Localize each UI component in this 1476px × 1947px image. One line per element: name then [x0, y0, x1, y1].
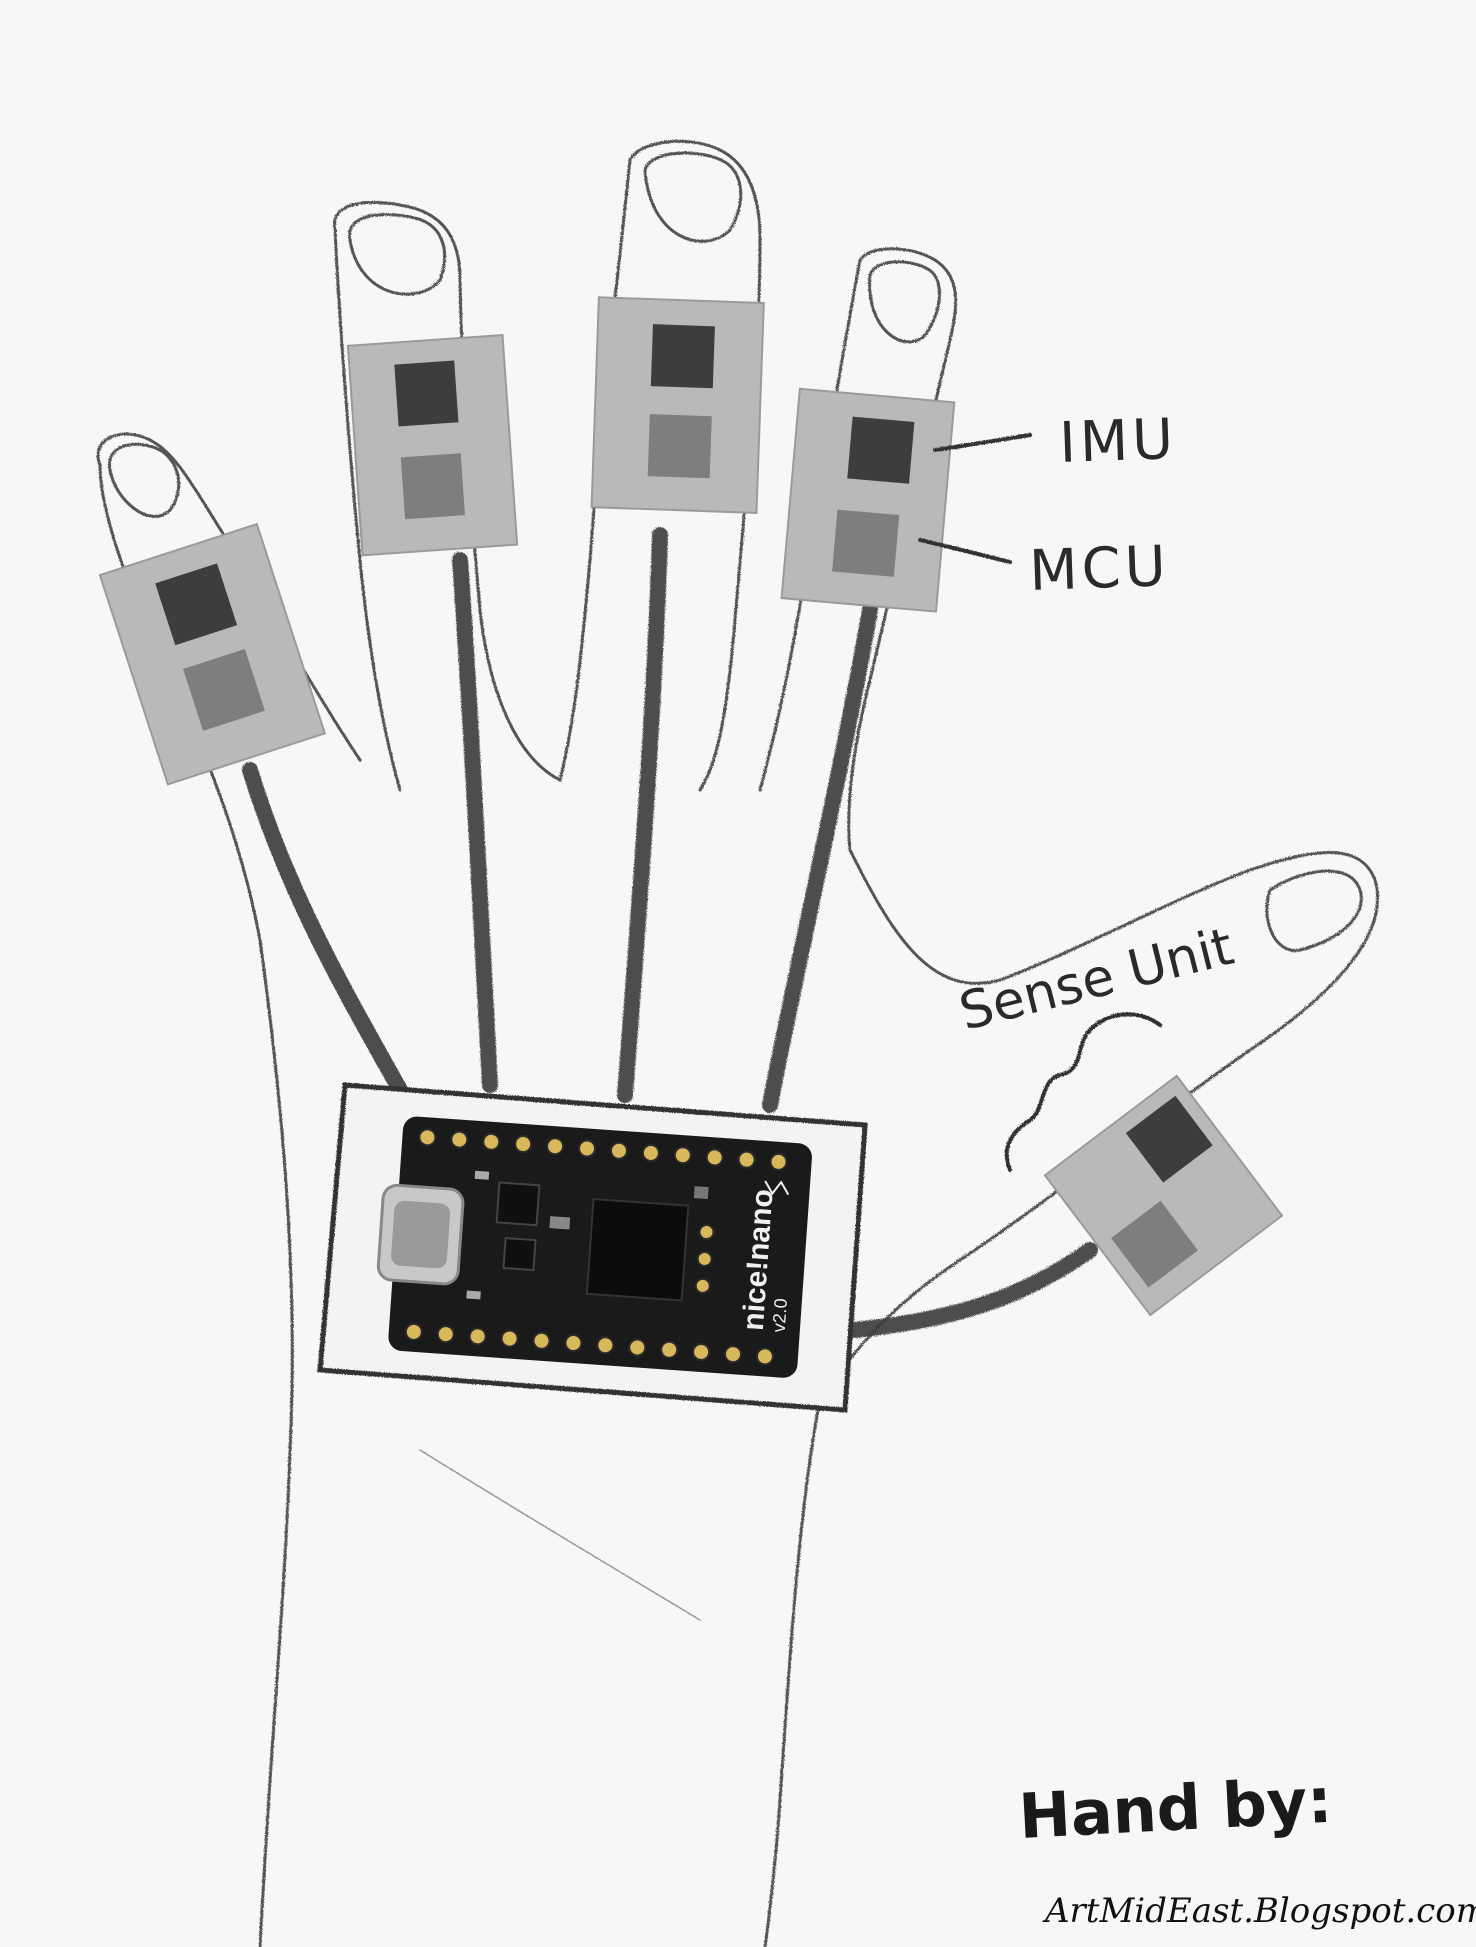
credit-prefix: Hand by:	[1017, 1764, 1334, 1853]
usb-c-port-inner	[391, 1200, 451, 1269]
sense-unit-thumb	[1043, 1074, 1284, 1317]
board-component	[466, 1290, 481, 1300]
pin	[641, 1143, 660, 1162]
index-finger-nail	[868, 260, 941, 344]
wire-ring-finger	[452, 552, 498, 1093]
pin	[692, 1342, 711, 1361]
pin	[755, 1347, 774, 1366]
board-pins-side	[694, 1224, 715, 1294]
wire-middle-finger	[617, 527, 668, 1103]
little-finger-outline	[96, 432, 362, 762]
pin	[482, 1132, 501, 1151]
board-component	[495, 1181, 541, 1227]
pin	[628, 1338, 647, 1357]
pin	[578, 1139, 597, 1158]
imu-chip	[394, 360, 459, 427]
wrist-right	[763, 1398, 822, 1947]
ring-finger-nail	[348, 212, 447, 296]
mcu-chip	[832, 509, 900, 577]
thumb-outline	[818, 848, 1380, 1402]
pin	[450, 1130, 469, 1149]
palm-crease-2	[419, 1449, 701, 1621]
pin	[724, 1345, 743, 1364]
mcu-chip	[1111, 1200, 1198, 1288]
pin	[564, 1334, 583, 1353]
sense-unit-ring-finger	[346, 333, 519, 557]
pin	[673, 1146, 692, 1165]
wires	[242, 527, 1098, 1338]
sense-unit-index-finger	[780, 387, 956, 613]
credit-site: ArtMidEast.Blogspot.com	[1042, 1891, 1476, 1931]
middle-finger-outline-left	[558, 158, 632, 782]
pin	[660, 1340, 679, 1359]
imu-chip	[847, 416, 915, 484]
pin	[546, 1137, 565, 1156]
pin	[418, 1128, 437, 1147]
imu-chip	[155, 563, 238, 646]
sense-unit-plate	[590, 296, 765, 514]
board-pins-top	[418, 1128, 788, 1171]
board-main-chip	[585, 1198, 690, 1302]
middle-finger-nail	[643, 151, 743, 243]
mcu-chip	[183, 648, 265, 731]
pin	[698, 1224, 715, 1241]
board-logo-squiggle	[764, 1180, 790, 1196]
wire-thumb	[847, 1242, 1098, 1338]
annotation-lines	[918, 433, 1162, 1172]
pin	[532, 1331, 551, 1350]
pin	[696, 1250, 713, 1267]
board-component	[693, 1186, 709, 1200]
pin	[500, 1329, 519, 1348]
imu-chip	[1125, 1095, 1213, 1183]
pin	[514, 1135, 533, 1154]
pin	[694, 1277, 711, 1294]
sense-unit-little-finger	[98, 522, 327, 786]
mcu-chip	[647, 414, 712, 479]
sense-unit-middle-finger	[590, 296, 765, 514]
imu-chip	[650, 324, 715, 389]
pin	[404, 1322, 423, 1341]
board-component	[549, 1216, 571, 1230]
sense-unit-pointer-line	[1004, 1012, 1162, 1172]
ring-finger-outline-left	[333, 228, 402, 792]
wire-index-finger	[762, 602, 878, 1113]
mcu-pointer-line	[918, 538, 1012, 564]
pin	[596, 1336, 615, 1355]
board-component	[474, 1170, 490, 1180]
pin	[705, 1148, 724, 1167]
pin	[737, 1150, 756, 1169]
nice-nano-board: nice!nano v2.0	[376, 1116, 812, 1378]
pin	[468, 1327, 487, 1346]
board-pins-bottom	[404, 1322, 774, 1366]
sense-unit-plate	[346, 333, 519, 557]
board-component	[502, 1236, 537, 1272]
imu-label: IMU	[1058, 407, 1178, 476]
thumb-nail	[1265, 869, 1363, 952]
sense-unit-plate	[98, 522, 327, 786]
mcu-label: MCU	[1028, 534, 1171, 604]
pin	[609, 1141, 628, 1160]
pin	[436, 1325, 455, 1344]
sense-unit-plate	[1043, 1074, 1284, 1317]
wire-little-finger	[242, 762, 408, 1098]
wrist-left	[258, 938, 294, 1947]
little-finger-nail	[108, 442, 181, 518]
imu-pointer-line	[933, 433, 1032, 452]
pin	[769, 1152, 788, 1171]
board-version-label: v2.0	[769, 1298, 791, 1333]
mcu-chip	[400, 453, 465, 520]
